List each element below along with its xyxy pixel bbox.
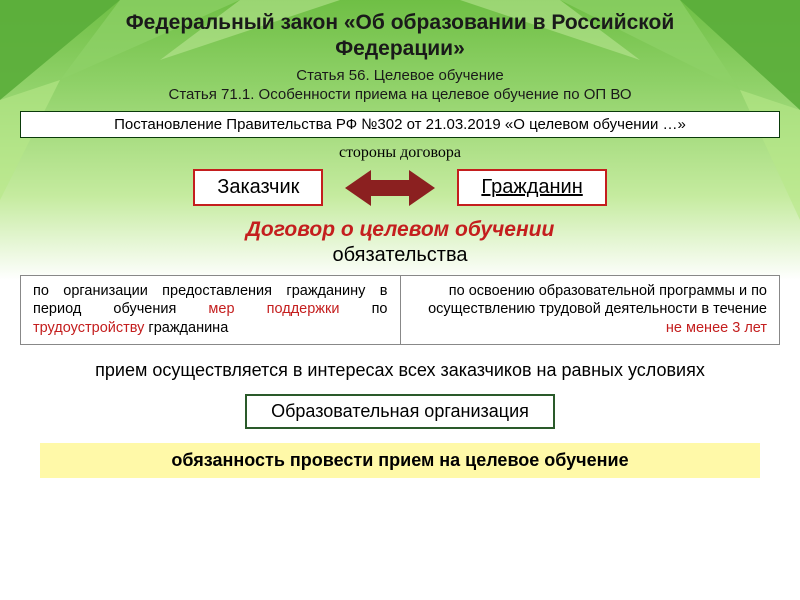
contract-title: Договор о целевом обучении — [0, 218, 800, 242]
edu-org-box: Образовательная организация — [245, 394, 555, 429]
obligations-label: обязательства — [0, 244, 800, 267]
duty-box: обязанность провести прием на целевое об… — [40, 443, 760, 478]
law-title: Федеральный закон «Об образовании в Росс… — [60, 10, 740, 63]
obligations-columns: по организации предоставления гражданину… — [20, 275, 780, 346]
party-customer: Заказчик — [193, 169, 323, 206]
obligation-right: по освоению образовательной программы и … — [401, 275, 781, 346]
parties-row: Заказчик Гражданин — [0, 168, 800, 208]
obligation-left: по организации предоставления гражданину… — [20, 275, 401, 346]
double-arrow-icon — [345, 168, 435, 208]
party-citizen: Гражданин — [457, 169, 606, 206]
sides-label: стороны договора — [0, 144, 800, 162]
article-71: Статья 71.1. Особенности приема на целев… — [0, 86, 800, 103]
interest-text: прием осуществляется в интересах всех за… — [60, 359, 740, 382]
decree-box: Постановление Правительства РФ №302 от 2… — [20, 111, 780, 138]
article-56: Статья 56. Целевое обучение — [0, 67, 800, 84]
